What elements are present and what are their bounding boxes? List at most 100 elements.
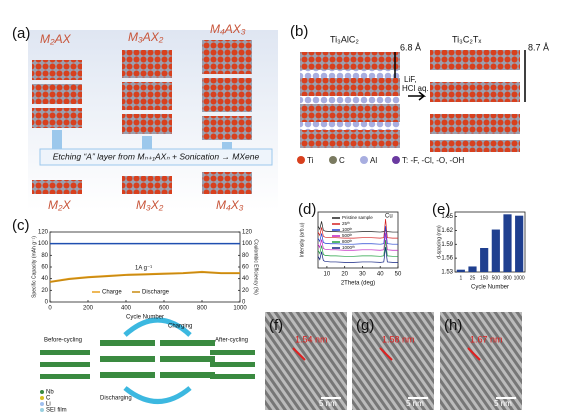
scale-label: 5 nm [319,399,337,408]
legend-label: 800ᵗʰ [342,239,352,244]
arrow-label: Discharging [100,396,132,402]
y-tick-label: 80 [41,253,48,259]
y2-tick-label: 0 [242,300,246,306]
phase-label: M₂X [48,198,72,212]
bar [456,269,465,272]
phase-label: M₄X₃ [216,198,244,212]
x-tick-label: 40 [377,272,384,278]
scale-label: 5 nm [406,399,424,408]
cycling-diagram [40,317,255,412]
spacing-label: 1.67 nm [470,334,503,344]
series-line [317,225,398,245]
legend-label: 25ᵗʰ [342,221,350,226]
phase-label: M₃AX₂ [128,30,164,44]
y2-tick-label: 120 [242,230,253,236]
bar [503,214,512,272]
y-tick-label: 1.65 [441,214,453,220]
x-tick-label: 20 [341,272,348,278]
legend-label: SEI film [46,408,67,414]
structures [32,40,273,194]
x-tick-label: 50 [395,272,402,278]
annotation: Cu [385,214,393,220]
y-tick-label: 60 [41,265,48,271]
phase-label: M₂AX [40,32,72,46]
legend-label: Nb [46,390,54,396]
x-tick-label: 25 [470,275,476,281]
legend-label: Al [370,156,377,165]
panel-label: (b) [290,23,308,40]
legend-label: 500ᵗʰ [342,233,352,238]
x-tick-label: 30 [359,272,366,278]
y2-axis-label: Coulombic Efficiency (%) [253,239,259,295]
y2-tick-label: 40 [242,276,249,282]
y-tick-label: 1.62 [441,228,453,234]
x-tick-label: 1000 [233,306,247,312]
spacing-arrow [379,347,393,361]
spacing: 8.7 Å [528,42,549,52]
tem-image [265,312,347,410]
legend-label: 100ᵗʰ [342,227,352,232]
y-tick-label: 0 [45,300,49,306]
scale-label: 5 nm [494,399,512,408]
x-tick-label: 800 [503,275,512,281]
bar [515,215,524,272]
y-tick-label: 20 [41,288,48,294]
plot-frame [317,211,399,269]
x-tick-label: 200 [83,306,94,312]
panel-label: (a) [12,25,30,42]
x-tick-label: 600 [159,306,170,312]
legend-label: Ti [307,156,314,165]
spacing-arrow [292,347,306,361]
bar [491,229,500,272]
panel-label: (d) [298,201,316,218]
x-tick-label: 150 [480,275,489,281]
y-tick-label: 1.56 [441,256,453,262]
legend-label: Li [46,402,51,408]
y-tick-label: 100 [38,241,49,247]
panel-label: (e) [432,201,450,218]
y-tick-label: 40 [41,276,48,282]
x-axis-label: Cycle Number [126,315,164,321]
series-line [317,239,398,257]
bar [468,266,477,272]
x-tick-label: 1 [459,275,462,281]
y-axis-label: d-spacing (nm) [436,225,442,259]
legend-label: Discharge [142,290,170,296]
legend-label: C [339,156,345,165]
stage-label: Before-cycling [44,338,82,344]
reagent: LiF, [404,75,416,84]
reagent: HCl aq. [402,84,429,93]
series-line [317,246,398,263]
legend-label: T: -F, -Cl, -O, -OH [402,156,464,165]
x-tick-label: 400 [121,306,132,312]
legend-label: C [46,396,51,402]
panel-label: (h) [444,317,462,334]
x-tick-label: 1000 [514,275,525,281]
y2-tick-label: 80 [242,253,249,259]
y-axis-label: Intensity (arb.u) [299,222,305,257]
phase-label: M₄AX₃ [210,22,246,36]
bar [480,248,489,272]
ti3alc2 [297,50,526,164]
legend-label: Charge [102,290,122,296]
x-tick-label: 800 [197,306,208,312]
y-tick-label: 1.53 [441,270,453,276]
spacing-label: 1.58 nm [382,334,415,344]
panel-label: (f) [269,317,283,334]
spacing-label: 1.54 nm [295,334,328,344]
x-axis-label: Cycle Number [471,285,509,291]
legend-label: Pristine sample [342,215,373,220]
x-axis-label: 2Theta (deg) [341,281,375,287]
phase-label: M₃X₂ [136,198,164,212]
y-tick-label: 120 [38,230,49,236]
panel-label: (g) [356,317,374,334]
series-line [317,218,398,239]
series-line [317,232,398,251]
series-line [49,271,240,283]
tem-image [440,312,522,410]
y-tick-label: 1.59 [441,242,453,248]
y2-tick-label: 20 [242,288,249,294]
annotation: 1A g⁻¹ [135,266,152,272]
